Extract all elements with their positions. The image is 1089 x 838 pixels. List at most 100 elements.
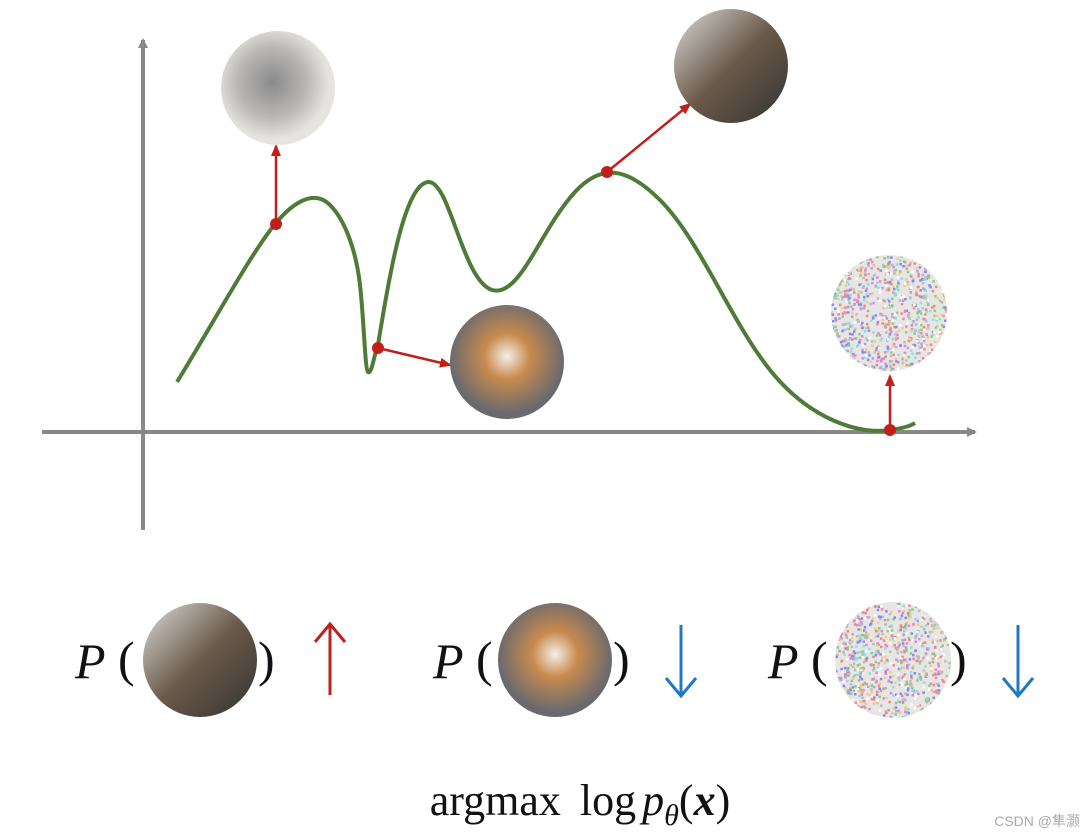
noise-pixel — [918, 257, 922, 261]
noise-pixel — [947, 605, 951, 608]
noise-pixel — [900, 694, 904, 698]
noise-pixel — [909, 682, 912, 686]
noise-pixel — [835, 269, 839, 272]
noise-pixel — [869, 360, 873, 364]
noise-pixel — [940, 602, 943, 606]
noise-pixel — [864, 273, 867, 277]
noise-pixel — [907, 339, 911, 343]
noise-pixel — [933, 621, 936, 624]
noise-pixel — [848, 337, 852, 340]
noise-pixel — [901, 639, 904, 642]
noise-pixel — [946, 256, 947, 260]
noise-pixel — [851, 665, 855, 669]
noise-pixel — [942, 283, 946, 287]
noise-pixel — [890, 634, 894, 637]
noise-pixel — [844, 706, 847, 709]
noise-pixel — [883, 299, 886, 303]
noise-pixel — [930, 613, 934, 617]
noise-pixel — [897, 634, 900, 637]
noise-pixel — [943, 264, 947, 268]
noise-pixel — [916, 679, 919, 682]
noise-pixel — [866, 309, 870, 313]
noise-pixel — [862, 276, 865, 280]
noise-pixel — [844, 328, 848, 331]
noise-pixel — [909, 349, 913, 352]
noise-pixel — [836, 619, 839, 622]
noise-pixel — [913, 343, 917, 347]
noise-pixel — [909, 296, 912, 300]
noise-pixel — [886, 281, 890, 284]
noise-pixel — [886, 345, 890, 349]
noise-pixel — [894, 716, 898, 718]
noise-pixel — [864, 634, 868, 637]
noise-pixel — [882, 316, 885, 319]
noise-pixel — [938, 611, 941, 615]
noise-pixel — [888, 363, 892, 367]
noise-pixel — [945, 328, 947, 332]
noise-pixel — [939, 353, 942, 357]
noise-pixel — [927, 717, 931, 718]
noise-pixel — [841, 703, 845, 706]
noise-pixel — [907, 616, 911, 620]
noise-pixel — [885, 711, 888, 715]
noise-pixel — [923, 602, 927, 606]
noise-pixel — [883, 618, 887, 622]
noise-pixel — [940, 646, 943, 649]
noise-pixel — [903, 344, 907, 348]
noise-pixel — [864, 256, 867, 260]
noise-pixel — [908, 609, 911, 612]
noise-pixel — [883, 265, 887, 268]
noise-pixel — [862, 705, 866, 708]
noise-pixel — [885, 365, 888, 368]
noise-pixel — [865, 636, 869, 640]
noise-pixel — [873, 602, 876, 605]
noise-pixel — [840, 660, 843, 663]
noise-pixel — [847, 344, 851, 347]
noise-pixel — [921, 262, 924, 265]
noise-pixel — [844, 349, 847, 353]
noise-pixel — [876, 255, 879, 259]
noise-pixel — [891, 319, 895, 323]
noise-pixel — [841, 315, 844, 318]
noise-pixel — [834, 319, 838, 322]
noise-pixel — [893, 707, 896, 711]
noise-pixel — [904, 330, 908, 334]
noise-pixel — [881, 298, 885, 302]
noise-pixel — [895, 360, 898, 363]
noise-pixel — [900, 660, 904, 663]
noise-pixel — [916, 339, 919, 343]
noise-pixel — [837, 626, 841, 630]
noise-pixel — [905, 325, 908, 328]
noise-pixel — [852, 675, 855, 678]
noise-pixel — [848, 687, 852, 690]
noise-pixel — [861, 633, 864, 637]
noise-image — [835, 602, 951, 718]
noise-pixel — [930, 348, 934, 352]
noise-pixel — [920, 367, 924, 370]
noise-pixel — [844, 293, 847, 296]
noise-pixel — [901, 715, 905, 718]
noise-pixel — [940, 698, 943, 701]
noise-pixel — [930, 335, 934, 338]
noise-pixel — [840, 692, 844, 696]
noise-pixel — [931, 356, 935, 359]
noise-pixel — [901, 675, 905, 678]
noise-pixel — [881, 286, 884, 290]
noise-pixel — [935, 606, 939, 610]
noise-pixel — [916, 705, 920, 708]
paren: ) — [258, 631, 275, 687]
noise-pixel — [893, 294, 897, 297]
noise-pixel — [902, 260, 906, 263]
noise-pixel — [923, 608, 926, 611]
noise-pixel — [938, 330, 941, 334]
noise-pixel — [866, 715, 869, 718]
noise-pixel — [891, 367, 895, 371]
noise-pixel — [848, 613, 852, 616]
noise-pixel — [922, 685, 926, 689]
down-arrow — [664, 625, 698, 699]
noise-pixel — [864, 603, 867, 606]
noise-pixel — [935, 319, 939, 322]
noise-pixel — [913, 262, 916, 265]
noise-pixel — [918, 351, 921, 355]
noise-pixel — [948, 661, 951, 665]
